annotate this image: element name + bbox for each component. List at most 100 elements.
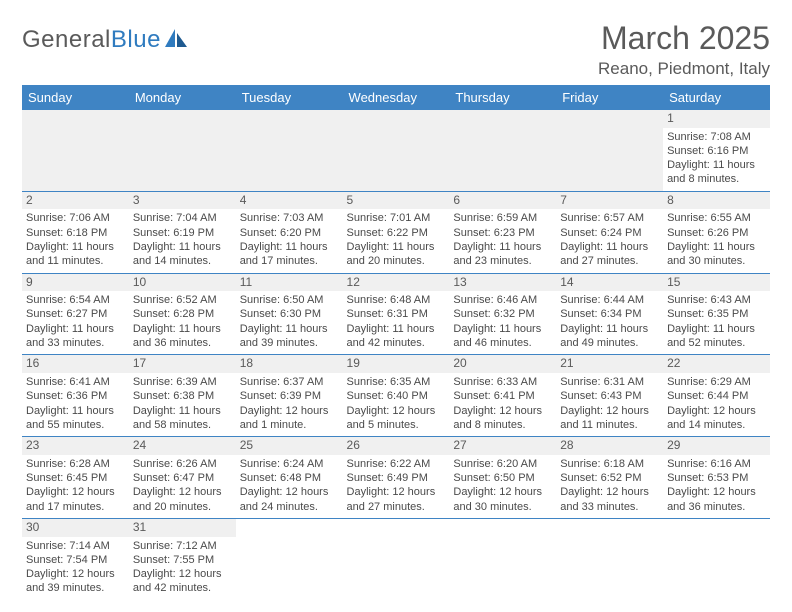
day-body: Sunrise: 6:24 AMSunset: 6:48 PMDaylight:… (236, 455, 343, 518)
sunrise-text: Sunrise: 6:18 AM (560, 457, 659, 471)
calendar-header-row: SundayMondayTuesdayWednesdayThursdayFrid… (22, 85, 770, 110)
sunset-text: Sunset: 6:53 PM (667, 471, 766, 485)
daylight-text: Daylight: 11 hours and 23 minutes. (453, 240, 552, 269)
day-cell: 18Sunrise: 6:37 AMSunset: 6:39 PMDayligh… (236, 355, 343, 437)
sunrise-text: Sunrise: 6:43 AM (667, 293, 766, 307)
sunrise-text: Sunrise: 6:52 AM (133, 293, 232, 307)
sunrise-text: Sunrise: 7:06 AM (26, 211, 125, 225)
day-cell: 30Sunrise: 7:14 AMSunset: 7:54 PMDayligh… (22, 518, 129, 599)
sunset-text: Sunset: 6:44 PM (667, 389, 766, 403)
sunset-text: Sunset: 6:31 PM (347, 307, 446, 321)
day-cell: 28Sunrise: 6:18 AMSunset: 6:52 PMDayligh… (556, 437, 663, 519)
sunset-text: Sunset: 6:16 PM (667, 144, 766, 158)
day-cell: 22Sunrise: 6:29 AMSunset: 6:44 PMDayligh… (663, 355, 770, 437)
day-number: 31 (129, 519, 236, 537)
day-number: 26 (343, 437, 450, 455)
sunset-text: Sunset: 6:23 PM (453, 226, 552, 240)
daylight-text: Daylight: 11 hours and 11 minutes. (26, 240, 125, 269)
empty-cell (556, 518, 663, 599)
empty-cell (236, 110, 343, 191)
day-number: 25 (236, 437, 343, 455)
day-cell: 17Sunrise: 6:39 AMSunset: 6:38 PMDayligh… (129, 355, 236, 437)
sunrise-text: Sunrise: 6:54 AM (26, 293, 125, 307)
daylight-text: Daylight: 12 hours and 24 minutes. (240, 485, 339, 514)
daylight-text: Daylight: 12 hours and 20 minutes. (133, 485, 232, 514)
empty-cell (236, 518, 343, 599)
daylight-text: Daylight: 11 hours and 46 minutes. (453, 322, 552, 351)
weekday-header: Wednesday (343, 85, 450, 110)
sunrise-text: Sunrise: 6:55 AM (667, 211, 766, 225)
day-cell: 31Sunrise: 7:12 AMSunset: 7:55 PMDayligh… (129, 518, 236, 599)
day-body: Sunrise: 6:26 AMSunset: 6:47 PMDaylight:… (129, 455, 236, 518)
sunset-text: Sunset: 6:27 PM (26, 307, 125, 321)
daylight-text: Daylight: 12 hours and 14 minutes. (667, 404, 766, 433)
title-block: March 2025 Reano, Piedmont, Italy (598, 20, 770, 79)
sunrise-text: Sunrise: 7:12 AM (133, 539, 232, 553)
day-number: 12 (343, 274, 450, 292)
sunset-text: Sunset: 6:41 PM (453, 389, 552, 403)
sunset-text: Sunset: 6:45 PM (26, 471, 125, 485)
day-body: Sunrise: 6:48 AMSunset: 6:31 PMDaylight:… (343, 291, 450, 354)
sunset-text: Sunset: 6:52 PM (560, 471, 659, 485)
daylight-text: Daylight: 12 hours and 30 minutes. (453, 485, 552, 514)
sunrise-text: Sunrise: 6:29 AM (667, 375, 766, 389)
header: GeneralBlue March 2025 Reano, Piedmont, … (22, 20, 770, 79)
day-body: Sunrise: 6:20 AMSunset: 6:50 PMDaylight:… (449, 455, 556, 518)
calendar-week-row: 2Sunrise: 7:06 AMSunset: 6:18 PMDaylight… (22, 191, 770, 273)
sunrise-text: Sunrise: 6:26 AM (133, 457, 232, 471)
empty-cell (22, 110, 129, 191)
empty-cell (556, 110, 663, 191)
calendar-week-row: 23Sunrise: 6:28 AMSunset: 6:45 PMDayligh… (22, 437, 770, 519)
day-number: 23 (22, 437, 129, 455)
sunrise-text: Sunrise: 6:35 AM (347, 375, 446, 389)
daylight-text: Daylight: 12 hours and 39 minutes. (26, 567, 125, 596)
sunrise-text: Sunrise: 6:48 AM (347, 293, 446, 307)
daylight-text: Daylight: 11 hours and 33 minutes. (26, 322, 125, 351)
daylight-text: Daylight: 12 hours and 36 minutes. (667, 485, 766, 514)
day-number: 21 (556, 355, 663, 373)
sunset-text: Sunset: 6:24 PM (560, 226, 659, 240)
sunset-text: Sunset: 6:34 PM (560, 307, 659, 321)
day-body: Sunrise: 6:22 AMSunset: 6:49 PMDaylight:… (343, 455, 450, 518)
daylight-text: Daylight: 11 hours and 27 minutes. (560, 240, 659, 269)
day-cell: 4Sunrise: 7:03 AMSunset: 6:20 PMDaylight… (236, 191, 343, 273)
sunset-text: Sunset: 6:49 PM (347, 471, 446, 485)
daylight-text: Daylight: 11 hours and 42 minutes. (347, 322, 446, 351)
empty-cell (129, 110, 236, 191)
day-number: 7 (556, 192, 663, 210)
day-number: 1 (663, 110, 770, 128)
daylight-text: Daylight: 11 hours and 52 minutes. (667, 322, 766, 351)
empty-cell (449, 110, 556, 191)
day-number: 30 (22, 519, 129, 537)
day-number: 28 (556, 437, 663, 455)
sunrise-text: Sunrise: 6:41 AM (26, 375, 125, 389)
day-number: 6 (449, 192, 556, 210)
sunset-text: Sunset: 6:32 PM (453, 307, 552, 321)
sunrise-text: Sunrise: 6:16 AM (667, 457, 766, 471)
calendar-table: SundayMondayTuesdayWednesdayThursdayFrid… (22, 85, 770, 600)
day-number: 24 (129, 437, 236, 455)
day-body: Sunrise: 6:41 AMSunset: 6:36 PMDaylight:… (22, 373, 129, 436)
day-number: 3 (129, 192, 236, 210)
day-body: Sunrise: 6:16 AMSunset: 6:53 PMDaylight:… (663, 455, 770, 518)
day-cell: 1Sunrise: 7:08 AMSunset: 6:16 PMDaylight… (663, 110, 770, 191)
empty-cell (343, 110, 450, 191)
empty-cell (663, 518, 770, 599)
daylight-text: Daylight: 12 hours and 8 minutes. (453, 404, 552, 433)
day-number: 18 (236, 355, 343, 373)
sunset-text: Sunset: 6:18 PM (26, 226, 125, 240)
day-cell: 19Sunrise: 6:35 AMSunset: 6:40 PMDayligh… (343, 355, 450, 437)
calendar-week-row: 16Sunrise: 6:41 AMSunset: 6:36 PMDayligh… (22, 355, 770, 437)
sunset-text: Sunset: 6:26 PM (667, 226, 766, 240)
day-cell: 6Sunrise: 6:59 AMSunset: 6:23 PMDaylight… (449, 191, 556, 273)
calendar-week-row: 30Sunrise: 7:14 AMSunset: 7:54 PMDayligh… (22, 518, 770, 599)
day-number: 9 (22, 274, 129, 292)
day-number: 27 (449, 437, 556, 455)
location: Reano, Piedmont, Italy (598, 59, 770, 79)
day-cell: 23Sunrise: 6:28 AMSunset: 6:45 PMDayligh… (22, 437, 129, 519)
day-number: 15 (663, 274, 770, 292)
sunset-text: Sunset: 6:48 PM (240, 471, 339, 485)
sunrise-text: Sunrise: 6:33 AM (453, 375, 552, 389)
day-number: 8 (663, 192, 770, 210)
sunrise-text: Sunrise: 6:31 AM (560, 375, 659, 389)
